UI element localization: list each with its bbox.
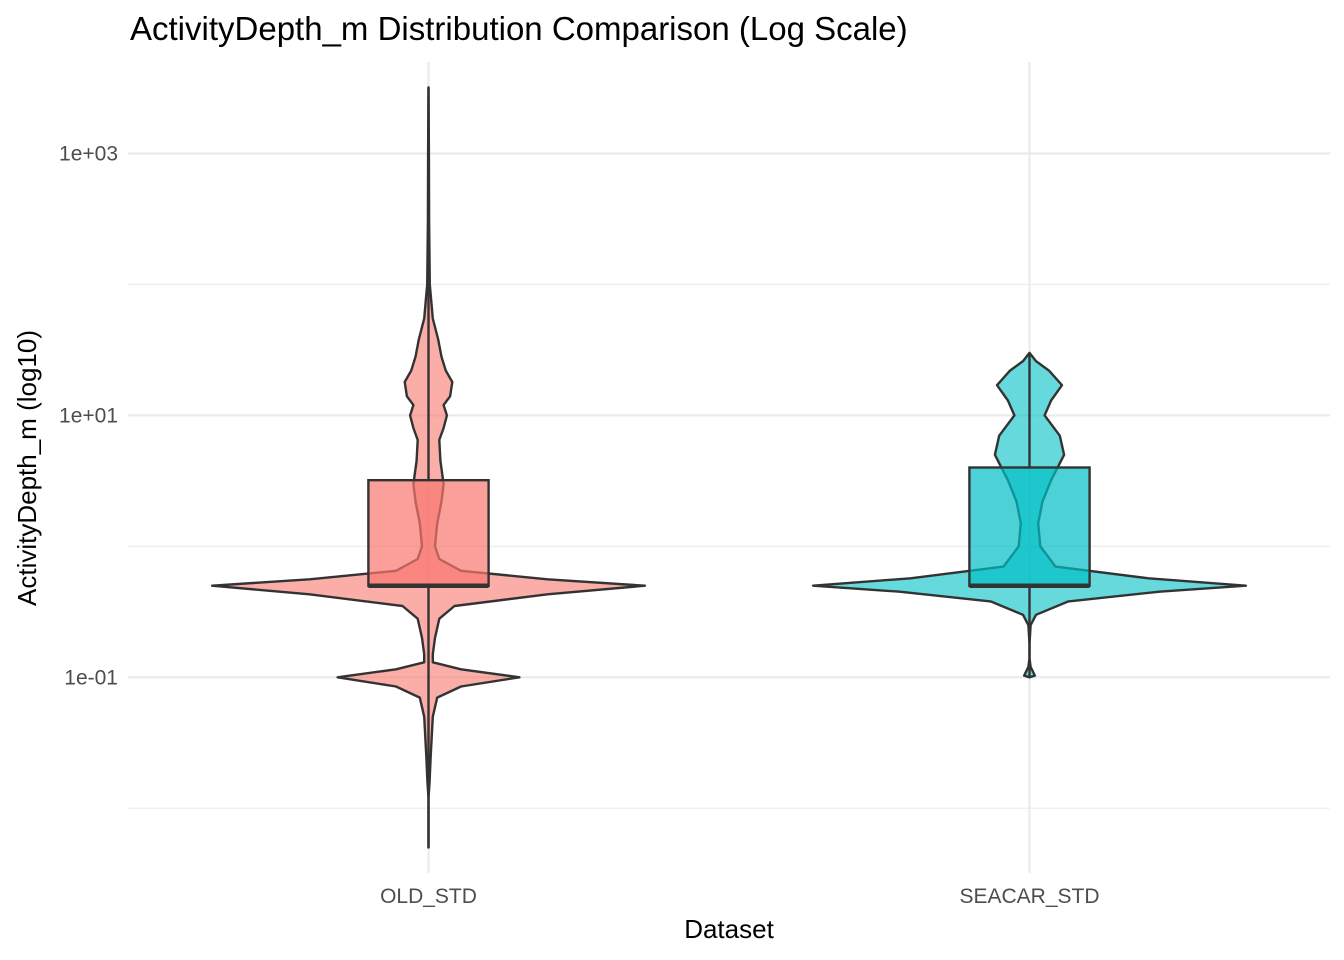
chart-title: ActivityDepth_m Distribution Comparison …	[130, 10, 908, 47]
box-iqr	[367, 478, 490, 587]
y-axis-title: ActivityDepth_m (log10)	[12, 330, 42, 606]
box-iqr	[968, 466, 1091, 587]
x-tick-label: OLD_STD	[380, 885, 477, 908]
violin-group-seacar-std	[811, 351, 1248, 679]
axes: 1e-01 1e+01 1e+03 OLD_STD SEACAR_STD	[59, 143, 1100, 908]
violin-group-old-std	[210, 86, 647, 849]
x-tick-label: SEACAR_STD	[959, 885, 1099, 908]
y-tick-label: 1e+03	[59, 143, 118, 166]
y-tick-label: 1e-01	[64, 666, 118, 689]
plot-area	[210, 86, 1248, 849]
y-tick-label: 1e+01	[59, 404, 118, 427]
x-axis-title: Dataset	[684, 914, 774, 944]
